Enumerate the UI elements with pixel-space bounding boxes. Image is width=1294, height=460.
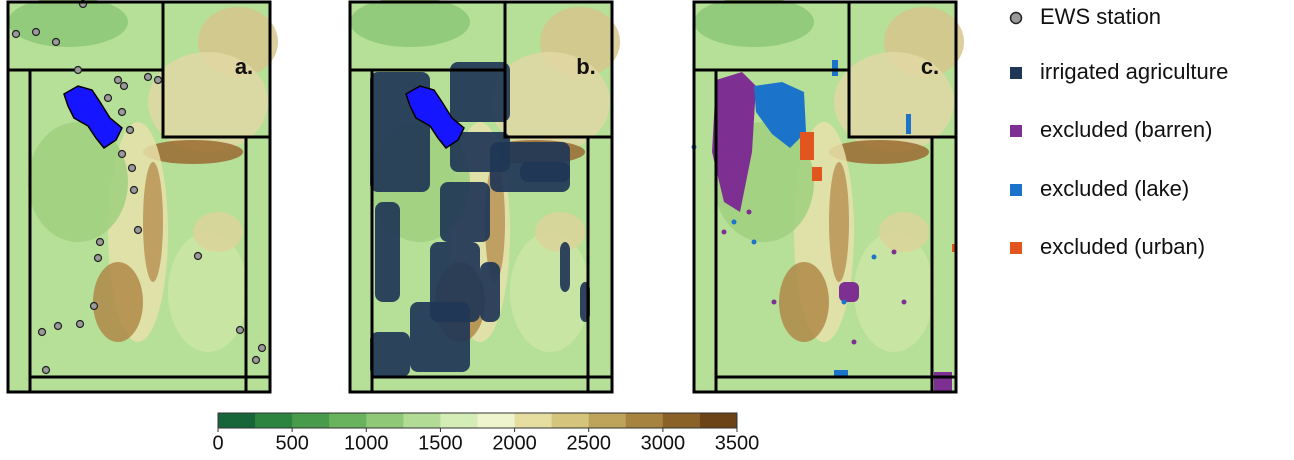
colorbar-tick-label: 0	[212, 432, 223, 454]
irrigated-area	[440, 182, 490, 242]
map-panel: c.	[692, 0, 965, 392]
excluded-spot	[752, 240, 757, 245]
station-marker	[43, 367, 50, 374]
station-marker	[97, 239, 104, 246]
map-panel: a.	[8, 0, 278, 392]
map-panel: b.	[350, 0, 620, 392]
colorbar-step	[626, 413, 664, 428]
station-marker	[237, 327, 244, 334]
colorbar-step	[440, 413, 478, 428]
excluded-spot	[872, 255, 877, 260]
irrigated-area	[480, 262, 500, 322]
colorbar-step	[478, 413, 516, 428]
legend-label: EWS station	[1040, 4, 1161, 29]
colorbar-step	[589, 413, 627, 428]
excluded-spot	[732, 220, 737, 225]
lake-area	[906, 114, 911, 134]
station-marker	[119, 151, 126, 158]
colorbar-step	[255, 413, 293, 428]
legend-marker	[1011, 13, 1022, 24]
barren-area	[934, 372, 952, 392]
irrigated-area	[520, 162, 570, 182]
excluded-spot	[902, 300, 907, 305]
terrain-relief	[193, 212, 243, 252]
colorbar-tick-label: 3500	[715, 432, 760, 454]
legend-marker	[1010, 67, 1022, 79]
colorbar-step	[366, 413, 404, 428]
station-marker	[253, 357, 260, 364]
station-marker	[77, 321, 84, 328]
station-marker	[121, 83, 128, 90]
legend-label: excluded (barren)	[1040, 117, 1212, 142]
station-marker	[75, 67, 82, 74]
terrain-relief	[829, 162, 849, 282]
colorbar-tick-label: 500	[275, 432, 308, 454]
figure: a. b. c. EWS station irrigated agriculture ex…	[0, 0, 1294, 460]
station-marker	[33, 29, 40, 36]
colorbar-step	[700, 413, 738, 428]
irrigated-area	[560, 242, 570, 292]
colorbar-tick-label: 3000	[641, 432, 686, 454]
colorbar-step	[403, 413, 441, 428]
legend-marker	[1010, 184, 1022, 196]
urban-area	[812, 167, 822, 181]
colorbar-step	[663, 413, 701, 428]
legend-label: excluded (urban)	[1040, 234, 1205, 259]
barren-area	[839, 282, 859, 302]
station-marker	[55, 323, 62, 330]
colorbar-step	[218, 413, 256, 428]
legend-marker	[1010, 125, 1022, 137]
terrain-relief	[143, 162, 163, 282]
panel-label: a.	[235, 54, 253, 79]
terrain-relief	[779, 262, 829, 342]
terrain-relief	[93, 262, 143, 342]
irrigated-area	[375, 202, 400, 302]
excluded-spot	[892, 250, 897, 255]
station-marker	[155, 77, 162, 84]
legend-label: excluded (lake)	[1040, 176, 1189, 201]
station-marker	[127, 127, 134, 134]
colorbar-step	[329, 413, 367, 428]
excluded-spot	[722, 230, 727, 235]
station-marker	[135, 227, 142, 234]
colorbar-tick-label: 2500	[566, 432, 611, 454]
station-marker	[91, 303, 98, 310]
terrain-relief	[535, 212, 585, 252]
station-marker	[115, 77, 122, 84]
colorbar-step	[515, 413, 553, 428]
lake-area	[832, 60, 838, 76]
colorbar-tick-label: 2000	[492, 432, 537, 454]
excluded-spot	[852, 340, 857, 345]
colorbar-step	[292, 413, 330, 428]
irrigated-area	[410, 302, 470, 372]
station-marker	[195, 253, 202, 260]
station-marker	[13, 31, 20, 38]
station-marker	[95, 255, 102, 262]
station-marker	[129, 165, 136, 172]
colorbar-tick-label: 1000	[344, 432, 389, 454]
panel-label: b.	[576, 54, 596, 79]
urban-area	[800, 132, 814, 160]
station-marker	[259, 345, 266, 352]
excluded-spot	[747, 210, 752, 215]
terrain-relief	[879, 212, 929, 252]
station-marker	[39, 329, 46, 336]
legend-label: irrigated agriculture	[1040, 59, 1228, 84]
station-marker	[145, 74, 152, 81]
excluded-spot	[842, 300, 847, 305]
station-marker	[131, 187, 138, 194]
irrigated-area	[370, 332, 410, 377]
legend-marker	[1010, 242, 1022, 254]
excluded-spot	[772, 300, 777, 305]
colorbar-step	[552, 413, 590, 428]
colorbar-tick-label: 1500	[418, 432, 463, 454]
station-marker	[105, 95, 112, 102]
station-marker	[53, 39, 60, 46]
panel-label: c.	[921, 54, 939, 79]
station-marker	[119, 109, 126, 116]
